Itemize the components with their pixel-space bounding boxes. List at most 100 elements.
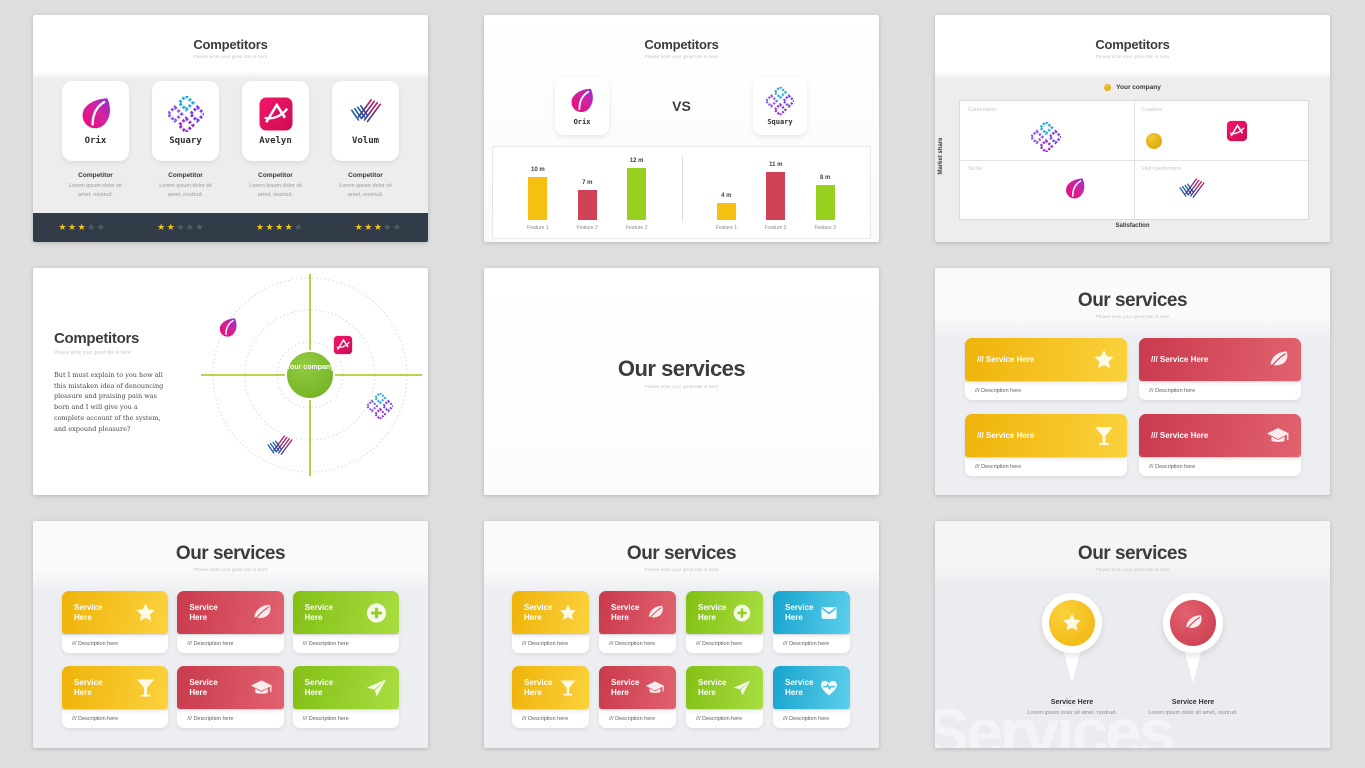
- chart-divider: [681, 157, 683, 222]
- slide-competitors-cards[interactable]: Competitors Please write your great titl…: [33, 15, 428, 242]
- star-filled-icon: ★: [77, 222, 88, 232]
- star-empty-icon: ★: [392, 222, 403, 232]
- legend: Your company: [935, 84, 1330, 91]
- bar-group-orix: 10 m Feature 1 7 m Feature 2 12 m Feature …: [493, 155, 682, 232]
- pin-dot: [1049, 600, 1095, 646]
- service-title: Service Here: [785, 602, 814, 622]
- plane-icon: [732, 678, 752, 698]
- service-banner: Service Here: [599, 591, 676, 634]
- service-description: /// Description here: [965, 382, 1127, 400]
- pin-description: Lorem ipsum dolor sit amet, nostrud.: [1148, 710, 1238, 716]
- bar: [627, 168, 647, 220]
- martini-icon: [134, 676, 157, 699]
- legend-label: Your company: [1116, 84, 1161, 91]
- service-title: Service Here: [524, 677, 553, 697]
- slide-header: Our services Please write your great tit…: [33, 521, 428, 574]
- leaf-icon: [250, 601, 273, 624]
- star-rating: ★★★★★: [329, 223, 428, 232]
- leaf-icon: [645, 603, 665, 623]
- slide-title: Our services: [617, 356, 746, 381]
- y-axis-label: Market share: [938, 137, 944, 175]
- slide-subtitle: Please write your great title is here: [193, 568, 268, 573]
- slide-title: Our services: [1077, 543, 1188, 564]
- service-banner: Service Here: [686, 591, 763, 634]
- service-banner: Service Here: [686, 666, 763, 709]
- slide-title: Our services: [626, 543, 737, 564]
- slide-services-2x4[interactable]: Our services Please write your great tit…: [484, 521, 879, 748]
- volum-logo-icon: [348, 96, 384, 132]
- squary-logo-icon: [1029, 120, 1063, 157]
- slide-title: Competitors: [644, 37, 719, 52]
- martini-icon: [1092, 424, 1116, 448]
- service-title: Service Here: [189, 602, 218, 622]
- slide-title: Our services: [1077, 290, 1188, 311]
- slide-subtitle: Please write your great title is here: [644, 568, 719, 573]
- service-title: Service Here: [189, 677, 218, 697]
- pin-head: [1042, 593, 1102, 653]
- service-banner: /// Service Here: [965, 338, 1127, 381]
- bar-column: 7 m Feature 2: [577, 155, 598, 232]
- squary-logo-icon: [167, 96, 204, 132]
- slide-competitors-radar[interactable]: Competitors Please write your great titl…: [33, 268, 428, 495]
- service-title: /// Service Here: [1151, 354, 1209, 364]
- bar-category-label: Feature 3: [625, 225, 648, 231]
- slide-title: Our services: [175, 543, 286, 564]
- competitor-heading: Competitor: [168, 172, 203, 179]
- bar-category-label: Feature 2: [765, 225, 787, 231]
- service-card: /// Service Here /// Description here: [965, 414, 1127, 476]
- competitor-column: Avelyn Competitor Lorem ipsum dolor sit …: [242, 81, 309, 200]
- slide-services-2x2[interactable]: Our services Please write your great tit…: [935, 268, 1330, 495]
- heart-icon: [819, 678, 839, 698]
- service-description: /// Description here: [512, 710, 589, 728]
- pin-tail: [1062, 645, 1082, 693]
- pin-dot: [1170, 600, 1216, 646]
- star-filled-icon: ★: [284, 222, 295, 232]
- service-banner: Service Here: [512, 666, 589, 709]
- service-card-grid: Service Here /// Description here Servic…: [62, 591, 399, 728]
- competitor-heading: Competitor: [258, 172, 293, 179]
- competitor-logo-card: Squary: [152, 81, 219, 161]
- pin-label: Service Here Lorem ipsum dolor sit amet,…: [1123, 699, 1263, 718]
- slide-services-title[interactable]: Our services Please write your great tit…: [484, 268, 879, 495]
- competitor-description: Lorem ipsum dolor sit amet, nostrud.: [159, 183, 212, 198]
- service-title: /// Service Here: [1151, 430, 1209, 440]
- quadrant-label: High performers: [1142, 166, 1182, 172]
- service-title: Service Here: [611, 602, 640, 622]
- star-icon: [558, 603, 578, 623]
- service-banner: Service Here: [773, 591, 850, 634]
- bar: [766, 172, 786, 220]
- star-empty-icon: ★: [294, 222, 304, 232]
- competitor-card-row: Orix Competitor Lorem ipsum dolor sit am…: [62, 81, 399, 200]
- competitor-logo-card: Orix: [62, 81, 129, 161]
- service-description: /// Description here: [512, 635, 589, 653]
- service-card-grid: /// Service Here /// Description here //…: [965, 338, 1301, 476]
- graduation-icon: [645, 678, 665, 698]
- slide-services-pins[interactable]: Services Our services Please write your …: [935, 521, 1330, 748]
- quadrant-label: Contenders: [968, 107, 997, 113]
- bar-value-label: 10 m: [531, 167, 545, 173]
- star-rating: ★★★★★: [33, 223, 132, 232]
- orix-logo-icon: [1063, 177, 1087, 206]
- bar: [577, 190, 597, 220]
- slide-competitors-vs[interactable]: Competitors Please write your great titl…: [484, 15, 879, 242]
- service-banner: /// Service Here: [1139, 338, 1301, 381]
- bar-value-label: 7 m: [582, 180, 593, 186]
- feature-bar-chart: 10 m Feature 1 7 m Feature 2 12 m Feature …: [492, 146, 871, 239]
- star-empty-icon: ★: [176, 222, 186, 232]
- service-card: /// Service Here /// Description here: [1139, 414, 1301, 476]
- bar-value-label: 11 m: [769, 162, 783, 168]
- envelope-icon: [819, 603, 839, 623]
- slide-competitors-matrix[interactable]: Competitors Please write your great titl…: [935, 15, 1330, 242]
- slide-subtitle: Please write your great title is here: [193, 55, 268, 60]
- slide-title: Competitors: [193, 37, 268, 52]
- slide-header: Competitors Please write your great titl…: [484, 15, 879, 61]
- service-banner: Service Here: [292, 591, 399, 634]
- slide-services-2x3[interactable]: Our services Please write your great tit…: [33, 521, 428, 748]
- service-title: Service Here: [785, 677, 814, 697]
- bar-column: 4 m Feature 1: [716, 155, 737, 232]
- service-banner: Service Here: [177, 666, 284, 709]
- your-company-marker: [1146, 133, 1162, 149]
- star-icon: [1092, 348, 1116, 372]
- graduation-icon: [250, 676, 273, 699]
- star-empty-icon: ★: [87, 222, 97, 232]
